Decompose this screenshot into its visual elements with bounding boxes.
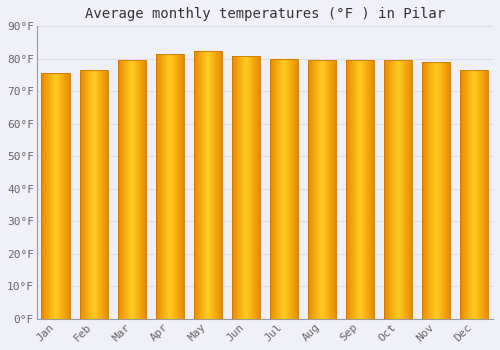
Bar (346, 61, 374, 319)
Bar (270, 59, 298, 319)
Title: Average monthly temperatures (°F ) in Pilar: Average monthly temperatures (°F ) in Pi… (85, 7, 445, 21)
Bar (156, 54, 184, 319)
Bar (232, 56, 260, 319)
Bar (80, 70, 108, 319)
Bar (422, 62, 450, 319)
Bar (194, 51, 222, 319)
Bar (460, 70, 488, 319)
Bar (308, 61, 336, 319)
Bar (384, 61, 412, 319)
Bar (118, 61, 146, 319)
Bar (42, 74, 70, 319)
